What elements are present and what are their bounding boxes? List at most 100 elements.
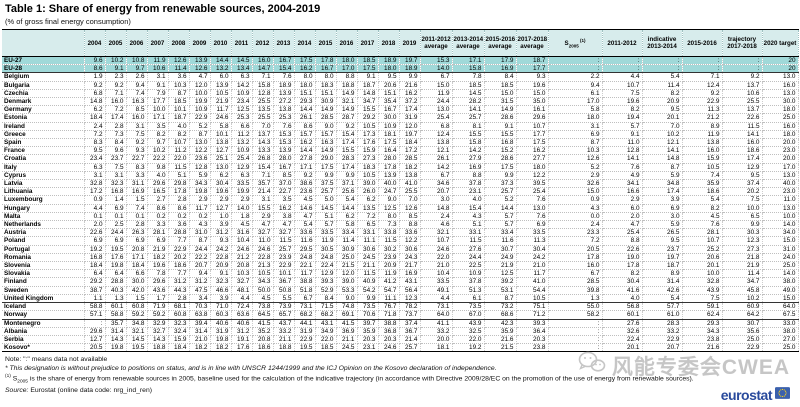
value-cell: 23.7 <box>642 245 683 254</box>
value-cell: 6.6 <box>126 269 148 279</box>
value-cell: 30.4 <box>210 179 232 189</box>
value-cell: 20.3 <box>357 335 379 345</box>
value-cell: 32.4 <box>168 327 190 336</box>
value-cell: 16.0 <box>252 56 274 66</box>
value-cell: 24.4 <box>189 245 211 254</box>
row-label: Hungary <box>2 204 85 213</box>
value-cell: 29.6 <box>147 179 169 189</box>
value-cell: 56.4 <box>399 286 421 295</box>
value-cell: 5.1 <box>315 212 337 222</box>
value-cell: 10.5 <box>682 163 723 172</box>
value-cell: 74.8 <box>336 302 358 312</box>
row-label: Austria <box>2 228 85 238</box>
table-header: 2004 2005 2006 2007 2008 2009 2010 2011 2012 2013… <box>2 29 799 57</box>
value-cell: 13.7 <box>252 130 274 140</box>
value-cell: 34.7 <box>357 97 379 107</box>
value-cell: 22.6 <box>84 228 106 238</box>
value-cell: 27.2 <box>273 97 295 107</box>
value-cell: 53.1 <box>484 286 517 295</box>
value-cell: 16.0 <box>548 261 603 271</box>
value-cell: 33.5 <box>516 228 549 238</box>
value-cell: 28.5 <box>399 154 421 164</box>
value-cell: 13.5 <box>357 204 379 213</box>
value-cell: 10.7 <box>602 81 643 90</box>
year-column-header: 2012 <box>252 29 274 57</box>
value-cell: 2.7 <box>147 195 169 205</box>
value-cell: 12.0 <box>399 122 421 131</box>
value-cell: 21.1 <box>336 335 358 345</box>
value-cell: 15.1 <box>315 89 337 99</box>
value-cell: 15.4 <box>252 163 274 172</box>
value-cell: 14.0 <box>420 64 453 74</box>
value-cell: 6.1 <box>548 89 603 99</box>
value-cell: 10.9 <box>378 122 400 131</box>
value-cell: 14.8 <box>642 154 683 164</box>
value-cell: 19.5 <box>294 343 316 353</box>
value-cell: 23.7 <box>105 154 127 164</box>
value-cell: 11.7 <box>189 204 211 213</box>
value-cell: 12.5 <box>231 105 253 115</box>
value-cell: 8.3 <box>84 138 106 148</box>
value-cell: 12.6 <box>168 56 190 66</box>
value-cell: 22.0 <box>452 335 485 345</box>
value-cell: 32.6 <box>602 327 643 336</box>
value-cell: 5.9 <box>642 171 683 181</box>
value-cell: 1.1 <box>84 294 106 304</box>
row-label: Portugal <box>2 245 85 254</box>
value-cell: 16.0 <box>722 138 763 148</box>
value-cell: 30.4 <box>516 245 549 254</box>
value-cell: 23.3 <box>548 228 603 238</box>
value-cell: 5.9 <box>189 171 211 181</box>
value-cell: 32.1 <box>126 327 148 336</box>
value-cell: 71.8 <box>378 310 400 320</box>
value-cell: 7.7 <box>168 269 190 279</box>
value-cell: 36.9 <box>336 327 358 336</box>
table-row: Spain 8.3 8.4 9.2 9.7 10.7 13.0 13.8 13.2 14.3 15.… <box>2 138 799 148</box>
value-cell: 9.1 <box>105 64 127 74</box>
value-cell: 9.9 <box>722 220 763 230</box>
value-cell: 5.8 <box>210 122 232 131</box>
value-cell: 9.2 <box>105 81 127 90</box>
value-cell: 22.9 <box>168 245 190 254</box>
value-cell: 17.0 <box>762 163 799 172</box>
value-cell: 7.0 <box>252 122 274 131</box>
value-cell: 8.2 <box>682 204 723 213</box>
value-cell: 7.5 <box>722 195 763 205</box>
value-cell: 22.6 <box>602 245 643 254</box>
value-cell: 15.0 <box>420 81 453 90</box>
value-cell: 29.2 <box>357 113 379 123</box>
value-cell: 42.6 <box>642 286 683 295</box>
value-cell: 33.2 <box>642 327 683 336</box>
value-cell: 40.0 <box>762 179 799 189</box>
value-cell: 6.3 <box>84 163 106 172</box>
value-cell: 31.0 <box>189 228 211 238</box>
average-column-header: 2013-2014 average <box>452 29 485 57</box>
value-cell: 8.2 <box>642 89 683 99</box>
value-cell: 0.2 <box>189 212 211 222</box>
value-cell: 7.2 <box>84 130 106 140</box>
value-cell: : <box>722 64 763 74</box>
value-cell: 25.5 <box>252 97 274 107</box>
value-cell: 13.9 <box>378 171 400 181</box>
value-cell: 8.9 <box>682 122 723 131</box>
value-cell: 49.0 <box>762 286 799 295</box>
value-cell: 15.2 <box>484 146 517 156</box>
value-cell: 18.2 <box>399 163 421 172</box>
value-cell: 12.8 <box>602 146 643 156</box>
value-cell: 13.7 <box>722 81 763 90</box>
table-row: Albania 29.6 31.4 32.1 32.7 32.4 31.4 31.9 31.2 3… <box>2 327 799 336</box>
value-cell: 9.2 <box>84 81 106 90</box>
value-cell: 7.6 <box>682 220 723 230</box>
value-cell: 10.5 <box>357 122 379 131</box>
value-cell: 24.5 <box>357 253 379 263</box>
value-cell: 3.1 <box>252 195 274 205</box>
value-cell: 15.9 <box>168 335 190 345</box>
value-cell: 16.0 <box>762 122 799 131</box>
value-cell: 14.1 <box>642 146 683 156</box>
value-cell: 21.1 <box>273 335 295 345</box>
trajectory-column-header: 2011-2012 <box>602 29 643 57</box>
value-cell: 43.6 <box>147 286 169 295</box>
value-cell: 73.9 <box>273 302 295 312</box>
value-cell: 29.6 <box>516 113 549 123</box>
value-cell: 21.7 <box>399 261 421 271</box>
